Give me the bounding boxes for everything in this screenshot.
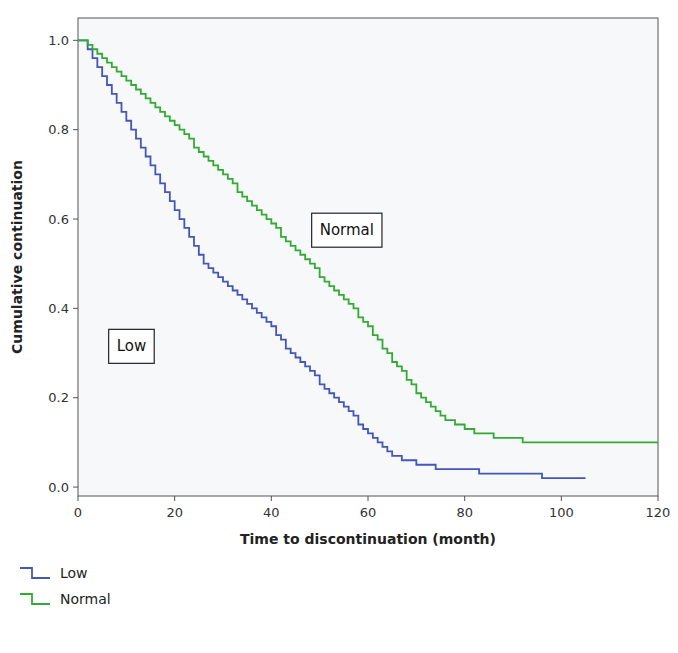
x-tick [464,496,465,501]
plot-area [78,18,658,496]
y-tick-label: 0.2 [48,390,69,405]
legend-swatch [20,594,50,604]
y-tick-label: 0.8 [48,122,69,137]
x-tick-label: 60 [360,505,377,520]
x-tick [174,496,175,501]
legend-swatch [20,568,50,578]
y-tick [73,219,78,220]
annotation-text: Normal [320,221,374,239]
x-tick [658,496,659,501]
annotation-text: Low [117,337,147,355]
legend-label: Normal [60,591,111,607]
x-tick-label: 120 [646,505,671,520]
x-tick [561,496,562,501]
y-tick-label: 0.4 [48,301,69,316]
x-tick-label: 0 [74,505,82,520]
x-tick [271,496,272,501]
y-tick [73,40,78,41]
y-tick [73,487,78,488]
y-tick [73,129,78,130]
y-tick-label: 0.0 [48,480,69,495]
y-tick-label: 0.6 [48,212,69,227]
chart: 0 20 40 60 80 100 120 0.0 0.2 0.4 0.6 0.8 1.0 Low Norm… [0,0,678,653]
x-tick [368,496,369,501]
series-group [78,40,658,478]
series-line [78,40,586,478]
annotation-box [109,329,155,363]
x-tick-label: 40 [263,505,280,520]
legend-label: Low [60,565,88,581]
series-line [78,40,658,442]
annotation-box [312,213,382,247]
annotation: Low [109,329,155,363]
x-tick [78,496,79,501]
x-tick-label: 100 [549,505,574,520]
y-tick [73,397,78,398]
y-axis-label: Cumulative continuation [9,160,25,354]
plot-frame [78,18,658,496]
annotation: Normal [312,213,382,247]
x-tick-label: 80 [456,505,473,520]
legend: Low Normal [20,565,111,607]
y-tick-label: 1.0 [48,33,69,48]
x-tick-label: 20 [166,505,183,520]
x-axis-label: Time to discontinuation (month) [240,531,496,547]
y-tick [73,308,78,309]
